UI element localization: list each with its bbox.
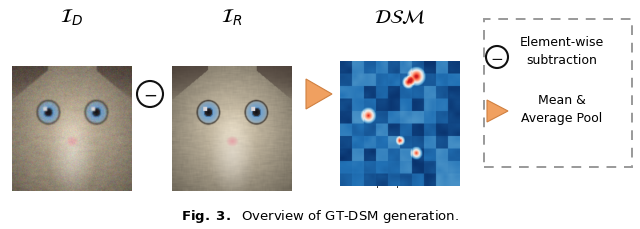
Text: $H\!\times\!W\!\times\!3$: $H\!\times\!W\!\times\!3$ <box>45 167 99 180</box>
Text: $\bf{Fig.\ 3.}$  Overview of GT-DSM generation.: $\bf{Fig.\ 3.}$ Overview of GT-DSM gener… <box>181 207 459 224</box>
Polygon shape <box>487 101 508 123</box>
Circle shape <box>137 82 163 108</box>
Text: $-$: $-$ <box>143 86 157 104</box>
Circle shape <box>486 47 508 69</box>
Text: $\mathcal{I}_D$: $\mathcal{I}_D$ <box>60 8 84 28</box>
Text: Mean &
Average Pool: Mean & Average Pool <box>522 94 603 125</box>
Text: $\mathcal{DSM}$: $\mathcal{DSM}$ <box>374 8 426 27</box>
Bar <box>484 20 632 167</box>
Polygon shape <box>306 80 332 109</box>
Text: $\mathcal{I}_R$: $\mathcal{I}_R$ <box>221 8 243 28</box>
Text: Element-wise
subtraction: Element-wise subtraction <box>520 36 604 67</box>
Text: $H\!\times\!W\!\times\!3$: $H\!\times\!W\!\times\!3$ <box>205 167 259 180</box>
Text: $-$: $-$ <box>490 50 504 65</box>
Text: $\frac{H}{p}\!\times\!\frac{W}{p}\!\times\!1$: $\frac{H}{p}\!\times\!\frac{W}{p}\!\time… <box>375 169 425 192</box>
